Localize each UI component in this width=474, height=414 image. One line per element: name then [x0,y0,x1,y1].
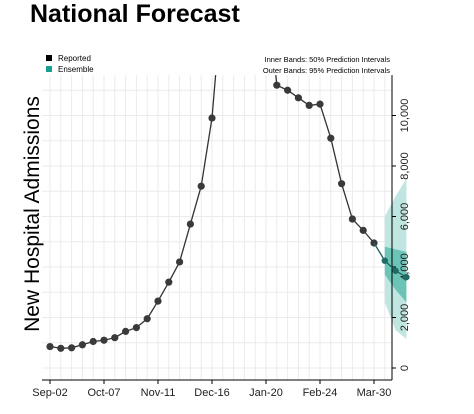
reported-series [46,75,378,352]
reported-point [78,341,86,349]
inner-prediction-band [384,246,407,303]
band-note-inner: Inner Bands: 50% Prediction Intervals [265,55,391,64]
axes [42,75,393,381]
x-tick-label: Nov-11 [141,387,176,399]
grid-lines [42,75,392,380]
reported-point [305,101,313,109]
reported-point [359,226,367,234]
ensemble-point [381,257,388,264]
legend-label-ensemble: Ensemble [58,65,94,74]
y-tick-label: 10,000 [399,99,411,133]
x-tick-label: Mar-30 [357,387,392,399]
ensemble-series [373,242,410,281]
band-note: Inner Bands: 50% Prediction Intervals Ou… [263,55,390,75]
reported-point [46,342,54,351]
reported-point [294,94,302,102]
reported-point [370,239,378,247]
reported-point [197,182,205,190]
reported-point [176,258,184,266]
reported-point [273,81,281,89]
ensemble-point [403,273,410,281]
legend-swatch-ensemble [46,66,52,72]
y-axis-label: New Hospital Admissions [21,96,44,332]
reported-point [68,344,76,352]
legend-label-reported: Reported [58,54,91,63]
reported-point [154,297,162,305]
reported-point [143,315,151,323]
y-tick-label: 0 [399,365,411,371]
x-tick-label: Feb-24 [303,387,338,399]
reported-point [111,334,119,342]
y-tick-label: 6,000 [399,203,411,231]
reported-point [132,324,140,332]
band-note-outer: Outer Bands: 95% Prediction Intervals [263,66,390,75]
x-ticks: Sep-02 Oct-07 Nov-11 Dec-16 Jan-20 Feb-24 Mar-… [32,380,391,399]
reported-point [122,327,130,335]
reported-point [348,215,356,223]
reported-point [284,86,292,94]
inner-band-area [384,246,407,303]
reported-point [208,114,216,122]
x-tick-label: Jan-20 [249,387,283,399]
x-tick-label: Dec-16 [194,387,229,399]
x-tick-label: Sep-02 [32,387,67,399]
ensemble-line [373,242,407,278]
reported-point [186,220,194,228]
y-tick-label: 8,000 [399,152,411,180]
legend: Reported Ensemble [46,54,94,74]
reported-point [316,100,324,108]
reported-point [327,134,335,142]
y-tick-label: 2,000 [399,304,411,332]
reported-point [165,278,173,286]
legend-swatch-reported [46,55,52,61]
reported-point [100,336,108,344]
reported-point [338,180,346,188]
x-tick-label: Oct-07 [87,387,120,399]
ensemble-point [392,267,399,274]
chart-title: National Forecast [30,0,240,28]
reported-point [57,344,65,352]
reported-point [89,337,97,346]
